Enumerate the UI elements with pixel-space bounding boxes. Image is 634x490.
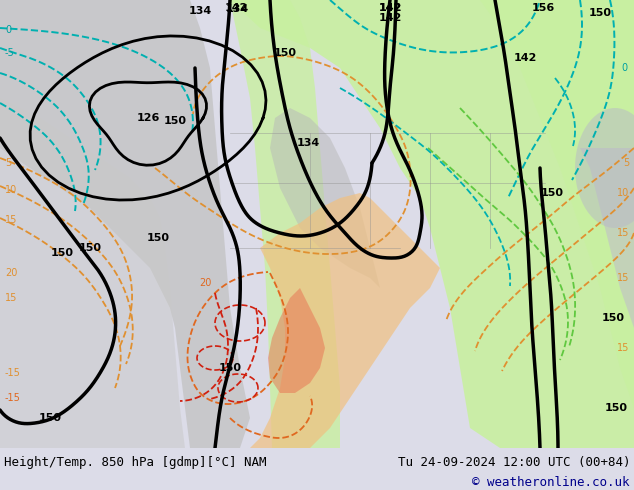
Text: -5: -5 xyxy=(5,48,15,58)
Text: Height/Temp. 850 hPa [gdmp][°C] NAM: Height/Temp. 850 hPa [gdmp][°C] NAM xyxy=(4,456,266,468)
Text: 150: 150 xyxy=(602,313,625,323)
Text: 20: 20 xyxy=(199,278,211,288)
Polygon shape xyxy=(268,288,325,393)
Text: -15: -15 xyxy=(5,393,21,403)
Text: 126: 126 xyxy=(136,113,160,123)
Text: 0: 0 xyxy=(5,25,11,35)
Text: 134: 134 xyxy=(296,138,320,148)
Text: 150: 150 xyxy=(79,243,101,253)
Text: 15: 15 xyxy=(617,343,629,353)
Text: 20: 20 xyxy=(5,268,17,278)
Text: 150: 150 xyxy=(604,403,628,413)
Polygon shape xyxy=(270,108,380,288)
Text: 150: 150 xyxy=(273,48,297,58)
Text: 142: 142 xyxy=(378,3,402,13)
Polygon shape xyxy=(480,0,634,408)
Text: 10: 10 xyxy=(617,188,629,198)
Text: Tu 24-09-2024 12:00 UTC (00+84): Tu 24-09-2024 12:00 UTC (00+84) xyxy=(398,456,630,468)
Text: 150: 150 xyxy=(541,188,564,198)
Text: 150: 150 xyxy=(164,116,186,126)
Text: 142: 142 xyxy=(224,3,248,13)
Text: 150: 150 xyxy=(146,233,169,243)
Text: 156: 156 xyxy=(531,3,555,13)
Text: 15: 15 xyxy=(617,228,629,238)
Polygon shape xyxy=(580,148,634,328)
Polygon shape xyxy=(230,0,634,448)
Text: 150: 150 xyxy=(51,248,74,258)
Text: 10: 10 xyxy=(5,185,17,195)
Text: 150: 150 xyxy=(219,363,242,373)
Text: 150: 150 xyxy=(39,413,61,423)
Text: 142: 142 xyxy=(378,13,402,23)
Text: 0: 0 xyxy=(622,63,628,73)
Text: 142: 142 xyxy=(514,53,537,63)
Text: 15: 15 xyxy=(5,293,17,303)
Text: -15: -15 xyxy=(5,368,21,378)
Ellipse shape xyxy=(575,108,634,228)
Text: 134: 134 xyxy=(225,4,249,14)
Text: 142: 142 xyxy=(378,3,402,13)
Text: 15: 15 xyxy=(617,273,629,283)
Polygon shape xyxy=(230,0,340,448)
Polygon shape xyxy=(0,0,250,448)
Polygon shape xyxy=(0,0,185,448)
Text: 15: 15 xyxy=(5,215,17,225)
Text: 134: 134 xyxy=(188,6,212,16)
Text: 150: 150 xyxy=(588,8,612,18)
Text: 5: 5 xyxy=(5,158,11,168)
Text: © weatheronline.co.uk: © weatheronline.co.uk xyxy=(472,475,630,489)
Text: 5: 5 xyxy=(623,158,629,168)
Polygon shape xyxy=(250,193,440,448)
